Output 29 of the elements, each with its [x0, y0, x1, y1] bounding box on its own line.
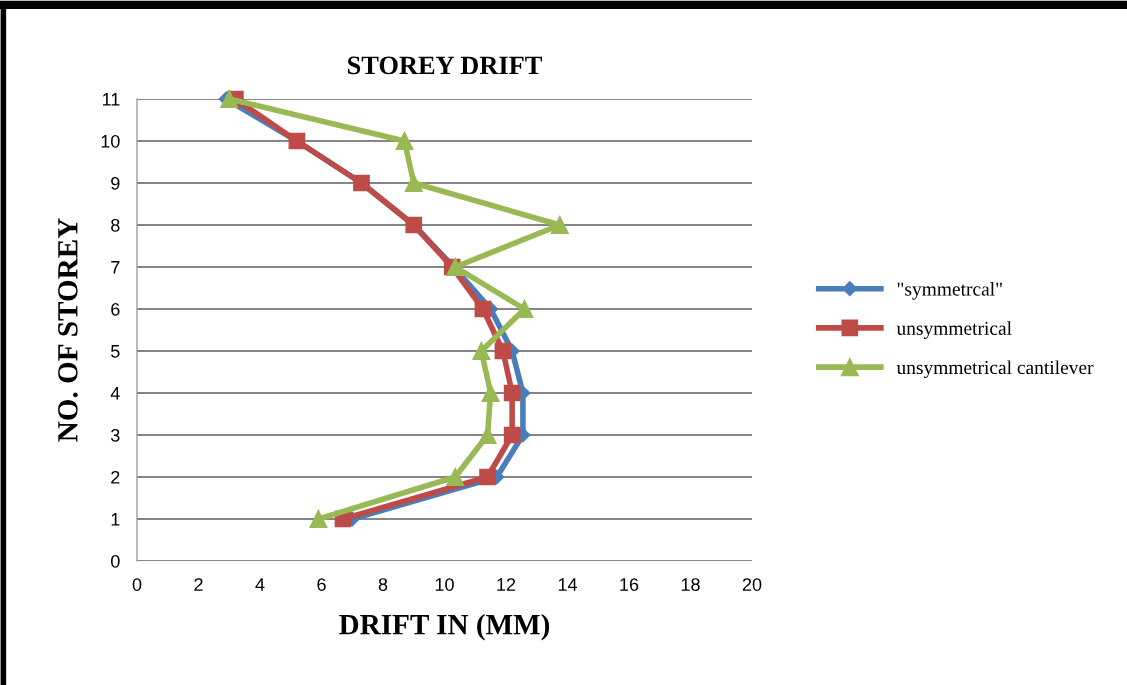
y-axis-title: NO. OF STOREY [58, 218, 78, 442]
y-tick-label: 4 [110, 387, 120, 400]
y-tick-label: 10 [101, 134, 120, 148]
y-tick-label: 2 [111, 470, 120, 484]
legend-label: unsymmetrical [896, 321, 1012, 339]
x-tick-label: 14 [558, 578, 578, 591]
y-tick-label: 11 [102, 93, 120, 106]
y-tick-label: 7 [111, 261, 120, 274]
legend-label: "symmetrcal" [897, 282, 1002, 300]
x-tick-label: 18 [681, 578, 700, 591]
chart-title: STOREY DRIFT [348, 56, 542, 75]
x-tick-label: 20 [742, 578, 762, 591]
x-axis-title: DRIFT IN (MM) [339, 613, 550, 641]
y-tick-label: 6 [111, 302, 120, 316]
y-tick-label: 9 [111, 176, 120, 190]
x-tick-label: 0 [132, 578, 142, 591]
y-tick-label: 8 [111, 218, 120, 232]
x-tick-label: 6 [317, 578, 326, 591]
y-tick-label: 5 [111, 345, 120, 358]
x-tick-label: 8 [378, 578, 388, 591]
x-tick-label: 16 [620, 578, 639, 591]
x-tick-label: 12 [497, 578, 516, 591]
x-tick-label: 2 [194, 578, 203, 591]
y-tick-label: 1 [111, 513, 120, 526]
x-tick-label: 4 [255, 578, 265, 591]
x-tick-label: 10 [435, 578, 454, 591]
y-tick-label: 0 [111, 554, 120, 568]
legend-label: unsymmetrical cantilever [896, 360, 1094, 379]
y-tick-label: 3 [110, 428, 120, 442]
